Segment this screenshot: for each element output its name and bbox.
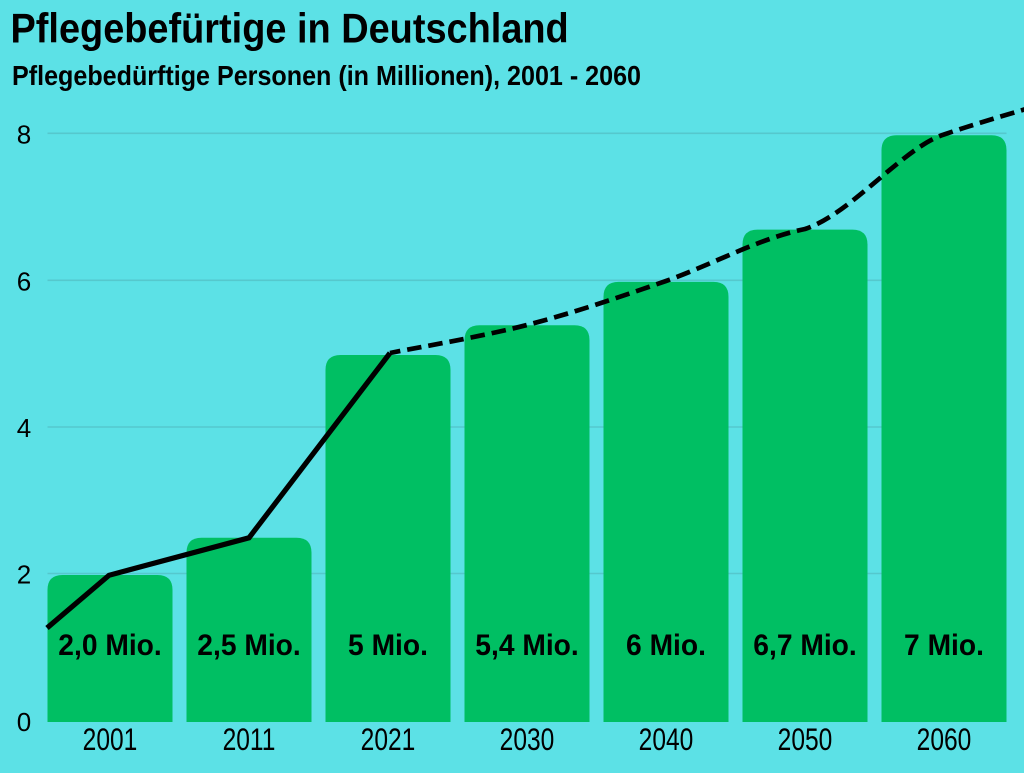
svg-text:4: 4 bbox=[17, 413, 31, 443]
svg-text:2011: 2011 bbox=[223, 721, 276, 757]
svg-text:2060: 2060 bbox=[917, 721, 972, 757]
svg-text:5 Mio.: 5 Mio. bbox=[348, 629, 428, 662]
svg-text:2050: 2050 bbox=[778, 721, 833, 757]
svg-text:2030: 2030 bbox=[500, 721, 555, 757]
svg-text:2021: 2021 bbox=[361, 721, 416, 757]
svg-text:5,4 Mio.: 5,4 Mio. bbox=[475, 629, 578, 662]
svg-text:6,7 Mio.: 6,7 Mio. bbox=[753, 629, 856, 662]
svg-text:2040: 2040 bbox=[639, 721, 694, 757]
svg-text:6: 6 bbox=[17, 267, 31, 297]
svg-text:Pflegebedürftige Personen (in: Pflegebedürftige Personen (in Millionen)… bbox=[12, 60, 641, 92]
svg-text:2: 2 bbox=[17, 560, 31, 590]
svg-text:2,0 Mio.: 2,0 Mio. bbox=[58, 629, 161, 662]
svg-text:6 Mio.: 6 Mio. bbox=[626, 629, 706, 662]
svg-text:7 Mio.: 7 Mio. bbox=[904, 629, 984, 662]
svg-text:Pflegebefürtige in Deutschland: Pflegebefürtige in Deutschland bbox=[11, 6, 569, 52]
svg-text:2001: 2001 bbox=[83, 721, 138, 757]
svg-text:0: 0 bbox=[17, 707, 31, 737]
svg-text:8: 8 bbox=[17, 120, 31, 150]
svg-text:2,5 Mio.: 2,5 Mio. bbox=[197, 629, 300, 662]
